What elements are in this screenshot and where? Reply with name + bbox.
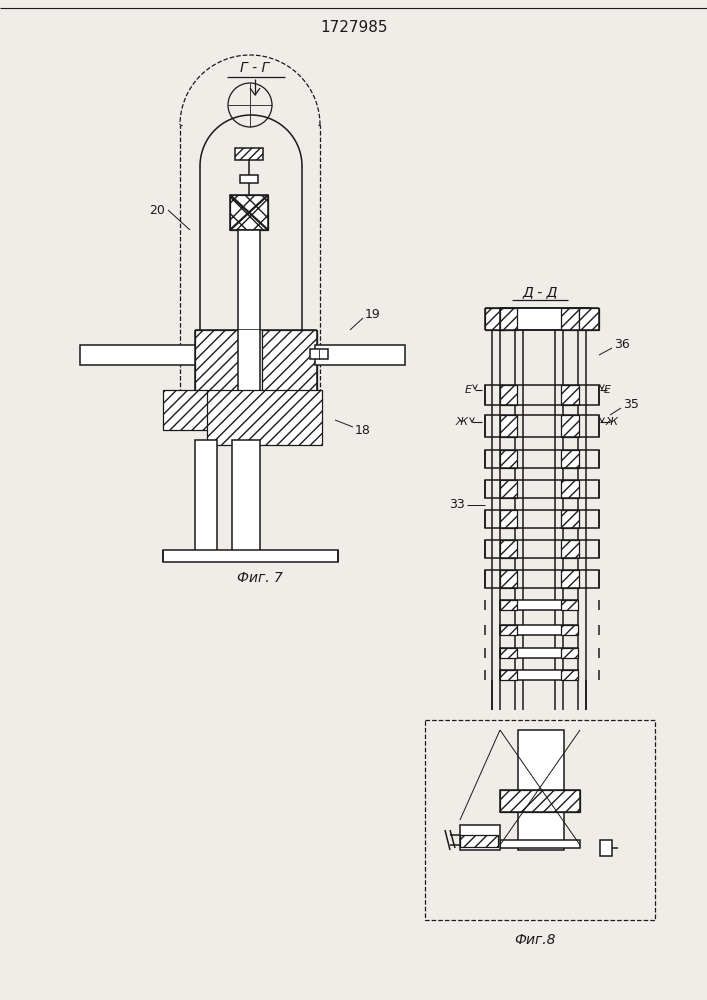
Bar [561,570,579,588]
Bar [500,480,517,498]
Bar [561,450,579,468]
Bar [500,670,517,680]
Bar [460,825,500,850]
Bar [561,415,579,437]
Bar [518,730,564,850]
Bar [195,440,217,560]
Text: Г - Г: Г - Г [240,61,269,75]
Bar [163,390,208,430]
Text: 36: 36 [614,338,630,352]
Bar [500,600,578,610]
Bar [500,450,517,468]
Bar [500,540,517,558]
Bar [240,175,258,183]
Text: 35: 35 [623,398,639,412]
Bar [500,625,578,635]
Bar [238,330,260,400]
Bar [500,790,580,812]
Text: 20: 20 [149,204,165,217]
Bar [500,648,517,658]
Bar [500,308,517,330]
Text: Фиг. 7: Фиг. 7 [237,571,283,585]
Bar [230,195,268,230]
Bar [238,230,260,330]
Bar [561,670,578,680]
Bar [230,195,268,230]
Bar [500,670,578,680]
Bar [561,648,578,658]
Bar [500,600,517,610]
Bar [485,308,505,330]
Text: Ж: Ж [606,417,618,427]
Text: 18: 18 [355,424,371,436]
Bar [310,349,328,359]
Text: 1727985: 1727985 [320,20,387,35]
Bar [561,540,579,558]
Text: Е: Е [464,385,472,395]
Bar [500,648,578,658]
Text: 19: 19 [365,308,381,322]
Bar [80,345,195,365]
Bar [485,415,599,437]
Text: 33: 33 [449,498,465,512]
Bar [561,625,578,635]
Bar [485,540,599,558]
Bar [500,570,517,588]
Bar [579,308,599,330]
Text: Е: Е [604,385,611,395]
Bar [485,480,599,498]
Bar [460,835,498,847]
Bar [163,550,338,562]
Bar [600,840,612,856]
Bar [485,570,599,588]
Bar [561,308,579,330]
Bar [500,415,517,437]
Bar [485,385,599,405]
Text: Д - Д: Д - Д [522,285,558,299]
Bar [500,510,517,528]
Bar [561,600,578,610]
Bar [561,385,579,405]
Bar [485,510,599,528]
Text: Фиг.8: Фиг.8 [514,933,556,947]
Bar [500,790,580,812]
Bar [232,440,260,560]
Bar [262,330,317,395]
Bar [500,385,517,405]
Bar [500,840,580,848]
Bar [561,480,579,498]
Bar [561,510,579,528]
Bar [207,390,322,445]
Bar [425,720,655,920]
Bar [235,148,263,160]
Bar [500,625,517,635]
Bar [485,450,599,468]
Bar [315,345,405,365]
Bar [195,330,240,395]
Bar [500,308,590,330]
Text: Ж: Ж [456,417,468,427]
